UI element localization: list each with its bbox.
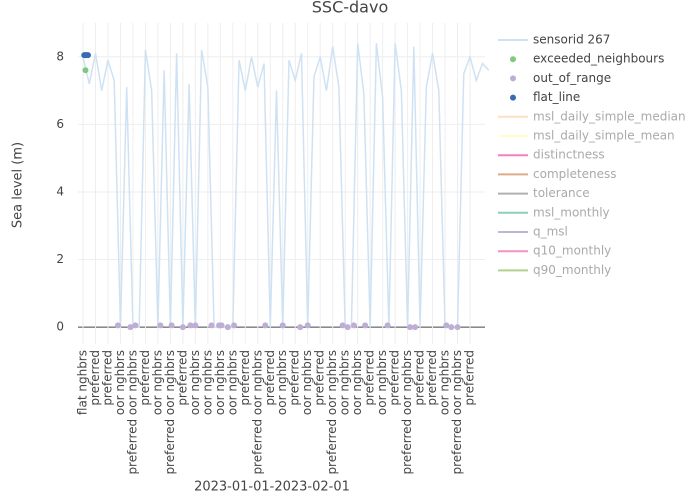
x-tick-label: preferred oor nghbrs (400, 350, 414, 475)
point (448, 324, 455, 331)
legend-label[interactable]: msl_monthly (533, 205, 610, 219)
y-tick-label: 2 (56, 252, 64, 266)
point (84, 52, 91, 59)
legend-swatch (510, 75, 516, 82)
x-tick-label: preferred oor nghbrs (250, 350, 264, 475)
x-tick-label: preferred (288, 350, 302, 406)
legend-label[interactable]: q90_monthly (533, 263, 611, 277)
x-tick-label: oor nghbrs (338, 350, 352, 415)
legend-label[interactable]: q_msl (533, 225, 568, 239)
point (339, 322, 346, 329)
chart-title: SSC-davo (312, 0, 388, 17)
x-tick-label: preferred (463, 350, 477, 406)
point (384, 322, 391, 329)
x-tick-label: preferred (363, 350, 377, 406)
point (362, 322, 369, 329)
legend-label[interactable]: completeness (533, 167, 617, 181)
x-tick-label: oor nghbrs (350, 350, 364, 415)
point (412, 324, 419, 331)
x-axis-title: 2023-01-01-2023-02-01 (194, 480, 350, 495)
point (208, 322, 215, 329)
legend-swatch (510, 56, 516, 63)
x-tick-label: preferred (138, 350, 152, 406)
x-tick-label: oor nghbrs (438, 350, 452, 415)
point (82, 67, 89, 74)
x-tick-label: preferred (263, 350, 277, 406)
x-tick-label: preferred (313, 350, 327, 406)
point (187, 322, 194, 329)
x-tick-label: oor nghbrs (375, 350, 389, 415)
y-axis-title: Sea level (m) (11, 142, 26, 228)
x-tick-label: preferred (88, 350, 102, 406)
point (192, 322, 199, 329)
x-tick-label: preferred (100, 350, 114, 406)
point (132, 322, 139, 329)
legend-label[interactable]: out_of_range (533, 71, 611, 85)
point (443, 322, 450, 329)
point (279, 322, 286, 329)
point (304, 322, 311, 329)
point (297, 324, 304, 331)
x-tick-label: preferred (175, 350, 189, 406)
point (262, 322, 269, 329)
x-tick-label: preferred oor nghbrs (450, 350, 464, 475)
x-tick-label: oor nghbrs (225, 350, 239, 415)
point (407, 324, 414, 331)
x-tick-label: oor nghbrs (113, 350, 127, 415)
point (454, 324, 461, 331)
legend-label[interactable]: sensorid 267 (533, 33, 610, 47)
legend-label[interactable]: exceeded_neighbours (533, 52, 664, 66)
line (82, 43, 490, 328)
legend-label[interactable]: msl_daily_simple_mean (533, 129, 675, 143)
point (350, 322, 357, 329)
point (179, 324, 186, 331)
x-tick-label: oor nghbrs (275, 350, 289, 415)
point (157, 322, 164, 329)
y-tick-label: 0 (56, 320, 64, 334)
y-tick-label: 8 (56, 49, 64, 63)
x-tick-label: oor nghbrs (300, 350, 314, 415)
point (127, 324, 134, 331)
legend-label[interactable]: flat_line (533, 90, 580, 104)
point (231, 322, 238, 329)
point (218, 322, 225, 329)
legend-swatch (510, 94, 516, 101)
x-tick-label: oor nghbrs (213, 350, 227, 415)
point (224, 324, 231, 331)
legend-label[interactable]: msl_daily_simple_median (533, 109, 686, 123)
legend-label[interactable]: tolerance (533, 186, 590, 200)
legend-label[interactable]: distinctness (533, 148, 605, 162)
x-tick-label: oor nghbrs (188, 350, 202, 415)
x-tick-label: preferred oor nghbrs (125, 350, 139, 475)
point (344, 324, 351, 331)
y-tick-label: 4 (56, 184, 64, 198)
legend-label[interactable]: q10_monthly (533, 244, 611, 258)
x-tick-label: preferred (238, 350, 252, 406)
x-tick-label: oor nghbrs (150, 350, 164, 415)
point (114, 322, 121, 329)
x-tick-label: preferred oor nghbrs (163, 350, 177, 475)
y-tick-label: 6 (56, 117, 64, 131)
x-tick-label: preferred oor nghbrs (325, 350, 339, 475)
x-tick-label: preferred (425, 350, 439, 406)
x-tick-label: preferred (388, 350, 402, 406)
x-tick-label: flat nghbrs (75, 350, 89, 415)
x-tick-label: preferred (413, 350, 427, 406)
x-tick-label: oor nghbrs (200, 350, 214, 415)
point (168, 322, 175, 329)
